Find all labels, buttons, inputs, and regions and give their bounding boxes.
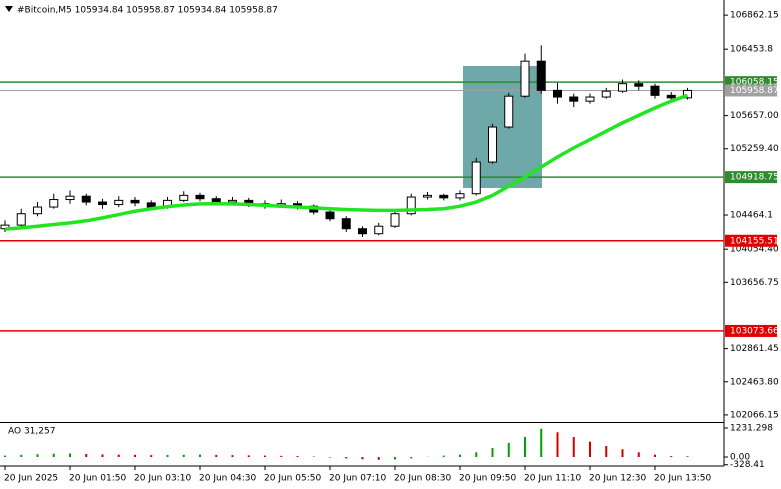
current-price-box — [725, 84, 777, 97]
candle-body — [130, 199, 140, 204]
candle-body — [488, 126, 497, 163]
y-tick-label: 104464.1 — [730, 211, 773, 221]
candle-body — [179, 194, 189, 201]
x-tick-label: 20 Jun 01:50 — [69, 474, 126, 484]
candle-body — [455, 193, 465, 199]
y-tick-label: 103656.75 — [730, 278, 779, 288]
x-tick-label: 20 Jun 09:50 — [459, 474, 516, 484]
candle-body — [341, 218, 351, 230]
x-tick-label: 20 Jun 05:50 — [264, 474, 321, 484]
candle-body — [211, 198, 221, 203]
indicator-title: AO 31,257 — [8, 427, 55, 437]
y-tick-label: 102861.45 — [730, 344, 779, 354]
candle-body — [666, 94, 676, 99]
candle-body — [81, 195, 91, 203]
y-tick-label: 102066.15 — [730, 410, 779, 420]
candle-body — [325, 211, 335, 220]
candle-body — [618, 83, 627, 92]
indicator-y-tick-label: 1231.298 — [730, 423, 773, 433]
level-label-box — [725, 171, 777, 184]
candle-body — [536, 60, 546, 91]
candle-body — [650, 85, 660, 96]
candle-body — [390, 213, 400, 227]
candle-body — [195, 194, 205, 200]
x-tick-label: 20 Jun 12:30 — [589, 474, 646, 484]
candle-body — [358, 228, 367, 235]
candle-body — [49, 199, 59, 208]
menu-arrow[interactable] — [5, 6, 13, 12]
x-tick-label: 20 Jun 13:50 — [654, 474, 711, 484]
level-label: 104918.75 — [730, 173, 779, 183]
chart-title: #Bitcoin,M5 105934.84 105958.87 105934.8… — [17, 6, 278, 16]
current-price-label: 105958.87 — [730, 86, 779, 96]
candle-body — [601, 90, 611, 98]
indicator-y-tick-label: 0.00 — [730, 452, 750, 462]
candle-body — [16, 213, 26, 226]
y-tick-label: 106453.8 — [730, 45, 773, 55]
indicator-y-tick-label: -328.41 — [730, 460, 765, 470]
candle-body — [585, 96, 595, 102]
candle-body — [406, 196, 416, 215]
y-tick-label: 104054.40 — [730, 245, 779, 255]
y-tick-label: 105657.00 — [730, 111, 779, 121]
candle-body — [520, 60, 530, 97]
candle-body — [374, 225, 384, 235]
candle-body — [439, 194, 449, 199]
x-tick-label: 20 Jun 04:30 — [199, 474, 256, 484]
moving-average — [4, 93, 689, 231]
candle-body — [33, 206, 42, 215]
candle-body — [228, 199, 237, 203]
candle-body — [146, 202, 156, 208]
y-tick-label: 105259.40 — [730, 144, 779, 154]
x-tick-label: 20 Jun 2025 — [4, 474, 58, 484]
candle-body — [65, 195, 75, 201]
candle-body — [423, 194, 432, 198]
level-label: 103073.66 — [730, 326, 779, 336]
candle-body — [569, 96, 579, 102]
x-tick-label: 20 Jun 11:10 — [524, 474, 581, 484]
x-tick-label: 20 Jun 03:10 — [134, 474, 191, 484]
candle-body — [553, 89, 562, 98]
level-label-box — [725, 234, 777, 247]
level-label-box — [725, 324, 777, 337]
y-tick-label: 106862.15 — [730, 11, 779, 21]
candle-body — [471, 161, 481, 195]
candle-body — [634, 83, 644, 87]
candle-body — [114, 199, 124, 206]
candle-body — [98, 201, 107, 206]
level-label: 104155.51 — [730, 236, 779, 246]
y-tick-label: 102463.80 — [730, 377, 779, 387]
x-tick-label: 20 Jun 08:30 — [394, 474, 451, 484]
level-label: 106058.15 — [730, 78, 779, 88]
candle-body — [504, 95, 514, 128]
candle-body — [683, 89, 692, 99]
x-tick-label: 20 Jun 07:10 — [329, 474, 386, 484]
